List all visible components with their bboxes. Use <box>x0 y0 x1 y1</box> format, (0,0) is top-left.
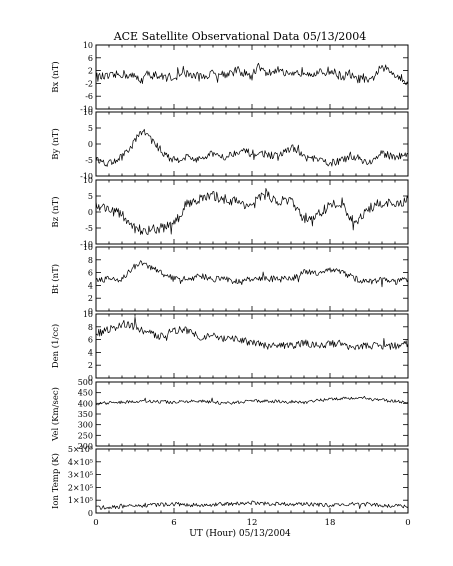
panel-frame <box>95 44 409 110</box>
y-axis-title: Ion Temp (K) <box>50 453 61 509</box>
y-tick-label: 4 <box>88 281 93 290</box>
y-tick-label: -2 <box>85 79 93 88</box>
y-tick-label: -5 <box>85 156 93 165</box>
data-trace <box>95 62 409 86</box>
x-tick-label: 6 <box>171 518 176 528</box>
y-tick-label: 6 <box>88 336 93 345</box>
y-tick-label: -6 <box>85 92 93 101</box>
y-tick-label: 300 <box>78 421 93 430</box>
y-tick-label: 1×10⁵ <box>68 496 93 505</box>
y-tick-label: 5 <box>88 192 93 201</box>
panel-frame <box>95 381 409 447</box>
y-tick-label: -10 <box>80 172 93 181</box>
panel-3: 10 5 0 -5 -10 Bz (nT) <box>50 176 409 249</box>
y-tick-label: 0 <box>88 307 93 316</box>
y-tick-label: 500 <box>78 378 93 387</box>
y-tick-label: 5×10⁵ <box>68 445 93 454</box>
y-tick-label: 2 <box>88 361 93 370</box>
y-tick-label: 8 <box>88 256 93 265</box>
y-tick-label: 2×10⁵ <box>68 483 93 492</box>
panel-frame <box>95 111 409 177</box>
y-tick-label: 2 <box>88 67 93 76</box>
data-trace <box>95 128 409 167</box>
y-tick-label: 450 <box>78 389 93 398</box>
panel-4: 10 8 6 4 2 0 Bt (nT) <box>50 243 409 316</box>
panel-frame <box>95 179 409 245</box>
x-tick-label: 12 <box>247 518 258 528</box>
x-axis-title: UT (Hour) 05/13/2004 <box>189 528 291 539</box>
y-tick-label: 6 <box>88 54 93 63</box>
data-trace <box>95 316 409 351</box>
y-tick-label: 0 <box>88 140 93 149</box>
data-trace <box>95 260 409 288</box>
panels-group: 10 6 2 -2 -6 -10 Bx (nT) 10 5 0 -5 -10 By (nT) 10 5 0 -5… <box>50 41 409 518</box>
x-tick-label: 18 <box>325 518 336 528</box>
y-tick-label: -5 <box>85 224 93 233</box>
y-axis-title: Bx (nT) <box>50 61 61 93</box>
y-tick-label: 10 <box>83 243 93 252</box>
panel-frame <box>95 448 409 514</box>
x-tick-label: 0 <box>405 518 410 528</box>
x-axis-group: 0 6 12 18 0 <box>93 518 410 528</box>
y-axis-title: Bz (nT) <box>50 196 61 227</box>
y-tick-label: 200 <box>78 442 93 451</box>
panel-1: 10 6 2 -2 -6 -10 Bx (nT) <box>50 41 409 114</box>
y-tick-label: 4×10⁵ <box>68 458 93 467</box>
y-tick-label: 0 <box>88 509 93 518</box>
y-tick-label: 10 <box>83 310 93 319</box>
data-trace <box>95 395 408 406</box>
y-tick-label: -10 <box>80 105 93 114</box>
y-tick-label: 10 <box>83 41 93 50</box>
y-tick-label: 8 <box>88 323 93 332</box>
y-tick-label: 5 <box>88 124 93 133</box>
y-axis-title: Vel (Km/sec) <box>50 387 61 442</box>
panel-7: 5×10⁵ 4×10⁵ 3×10⁵ 2×10⁵ 1×10⁵ 0 Ion Temp (K) <box>50 445 409 518</box>
y-axis-title: Den (1/cc) <box>50 324 61 368</box>
panel-5: 10 8 6 4 2 0 Den (1/cc) <box>50 310 409 383</box>
data-trace <box>95 500 409 510</box>
y-tick-label: 0 <box>88 208 93 217</box>
y-tick-label: 250 <box>78 431 93 440</box>
y-tick-label: 2 <box>88 294 93 303</box>
chart-title: ACE Satellite Observational Data 05/13/2… <box>113 30 367 43</box>
x-tick-label: 0 <box>93 518 98 528</box>
y-tick-label: 10 <box>83 108 93 117</box>
y-tick-label: 3×10⁵ <box>68 471 93 480</box>
y-tick-label: 6 <box>88 269 93 278</box>
panel-2: 10 5 0 -5 -10 By (nT) <box>50 108 409 181</box>
y-tick-label: 4 <box>88 348 93 357</box>
y-axis-title: By (nT) <box>50 128 61 160</box>
data-trace <box>95 188 409 235</box>
y-tick-label: 350 <box>78 410 93 419</box>
y-tick-label: 10 <box>83 176 93 185</box>
y-tick-label: 0 <box>88 374 93 383</box>
y-tick-label: -10 <box>80 240 93 249</box>
panel-frame <box>95 313 409 379</box>
y-axis-title: Bt (nT) <box>50 264 61 294</box>
y-tick-label: 400 <box>78 399 93 408</box>
